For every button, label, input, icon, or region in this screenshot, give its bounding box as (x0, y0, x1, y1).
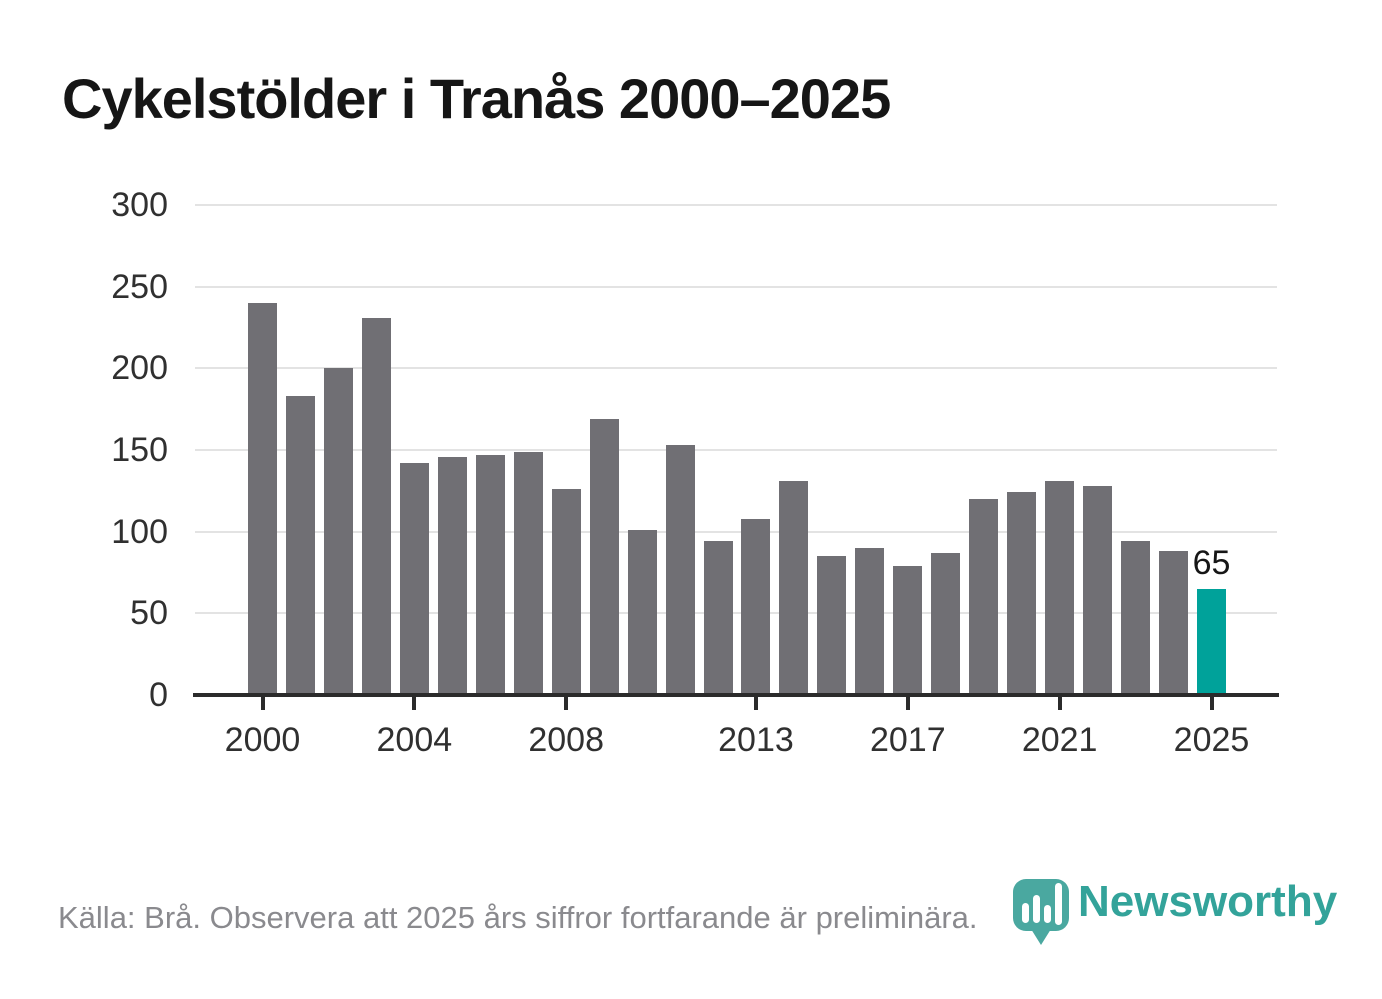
x-axis-label-2021: 2021 (1021, 721, 1098, 759)
bar-2006 (475, 454, 505, 695)
bar-2008 (551, 489, 581, 695)
y-axis-label-200: 200 (111, 349, 168, 388)
y-axis-label-300: 300 (111, 186, 168, 224)
chart-title: Cykelstölder i Tranås 2000–2025 (62, 67, 891, 130)
bar-2014 (779, 481, 809, 695)
y-axis-label-50: 50 (130, 594, 168, 633)
gridline-300 (195, 204, 1277, 206)
gridline-50 (195, 612, 1277, 615)
bar-2023 (1121, 541, 1151, 695)
bar-2024 (1159, 551, 1189, 695)
bar-2001 (285, 396, 315, 695)
bar-2012 (703, 541, 733, 695)
gridline-150 (195, 449, 1277, 451)
bar-2004 (399, 463, 429, 695)
bar-2017 (893, 565, 923, 695)
bar-2010 (627, 530, 657, 695)
newsworthy-logo: Newsworthy (1010, 874, 1337, 950)
x-axis-label-2017: 2017 (869, 721, 946, 759)
gridline-100 (195, 530, 1277, 533)
bar-value-label: 65 (1192, 543, 1231, 582)
bar-2019 (969, 499, 999, 695)
x-axis-line (193, 693, 1279, 697)
bar-2011 (665, 445, 695, 695)
x-axis-label-2025: 2025 (1173, 721, 1250, 759)
x-axis-tick-2017 (905, 697, 910, 710)
x-axis-tick-2000 (260, 697, 265, 710)
bar-2021 (1045, 481, 1075, 695)
x-axis-label-2008: 2008 (528, 721, 604, 759)
newsworthy-wordmark: Newsworthy (1078, 877, 1338, 926)
bar-2022 (1083, 485, 1113, 695)
bar-2007 (513, 451, 543, 695)
newsworthy-pin-barchart-icon (1013, 879, 1069, 945)
y-axis-label-250: 250 (111, 267, 168, 306)
bar-2009 (589, 418, 619, 695)
x-axis-tick-2021 (1057, 697, 1062, 710)
y-axis-label-150: 150 (111, 431, 168, 469)
x-axis-tick-2004 (412, 697, 417, 710)
gridline-200 (195, 367, 1277, 370)
x-axis-tick-2025 (1209, 697, 1214, 710)
y-axis-label-0: 0 (149, 676, 168, 714)
x-axis-label-2004: 2004 (376, 721, 453, 759)
bar-2020 (1007, 492, 1037, 695)
bar-2000 (248, 303, 277, 695)
x-axis-label-2000: 2000 (224, 721, 301, 759)
x-axis-tick-2013 (753, 697, 758, 710)
x-axis-label-2013: 2013 (718, 721, 794, 759)
bar-2016 (855, 548, 885, 695)
bar-2003 (361, 317, 391, 695)
bar-2005 (437, 456, 467, 695)
y-axis-label-100: 100 (111, 512, 168, 551)
bar-2018 (931, 552, 961, 695)
bar-2025 (1197, 588, 1226, 695)
bar-2013 (741, 518, 771, 695)
source-note: Källa: Brå. Observera att 2025 års siffr… (58, 900, 978, 935)
bar-2002 (323, 368, 353, 695)
gridline-250 (195, 285, 1277, 288)
x-axis-tick-2008 (564, 697, 569, 710)
bar-2015 (817, 556, 847, 695)
